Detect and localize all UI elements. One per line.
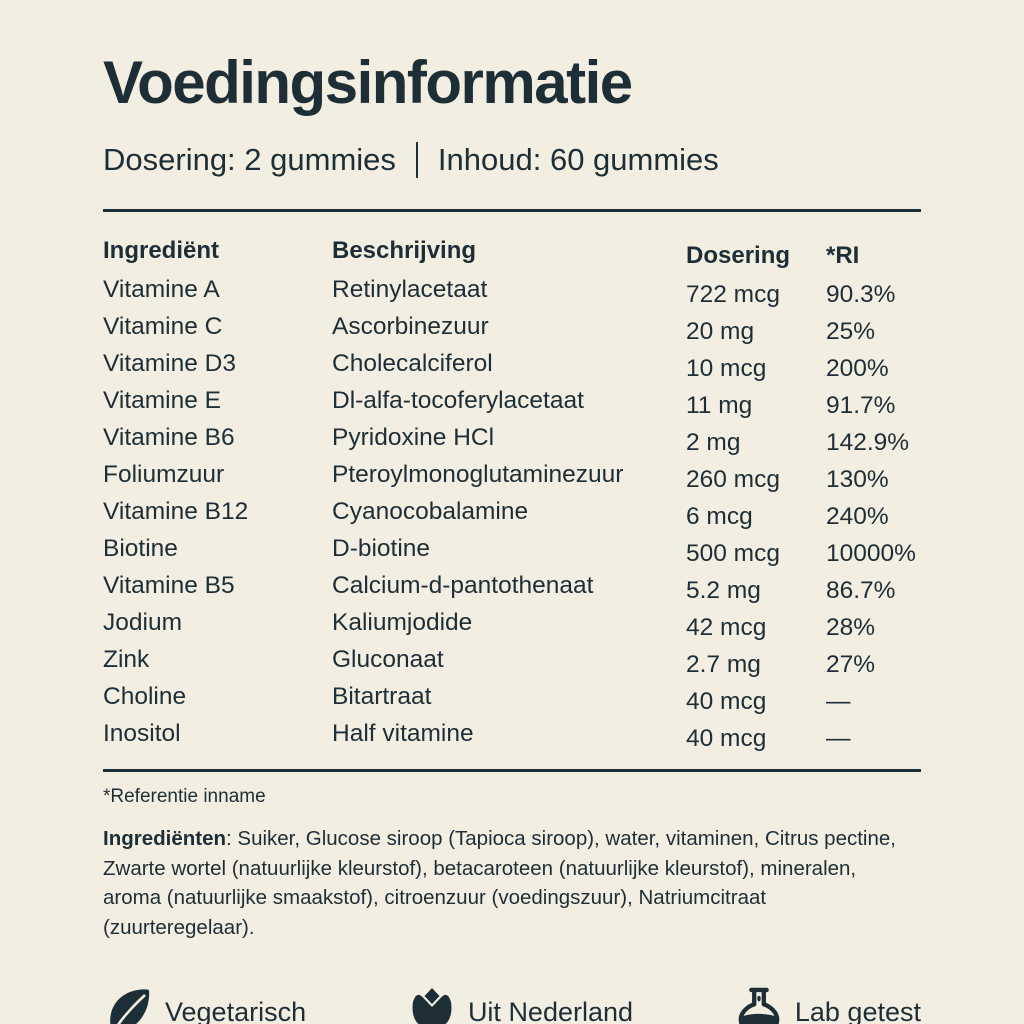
leaf-icon <box>103 984 155 1024</box>
contents-text: Inhoud: 60 gummies <box>437 142 719 177</box>
column-header-description: Beschrijving <box>332 237 477 264</box>
cell-description: Ascorbinezuur <box>332 312 489 340</box>
dosage-text: Dosering: 2 gummies <box>103 142 396 177</box>
cell-dose: 2 mg <box>686 428 741 456</box>
badge-from-netherlands: Uit Nederland <box>406 984 633 1024</box>
cell-ingredient: Vitamine B6 <box>103 423 235 451</box>
table-row: Choline Bitartraat 40 mcg — <box>103 678 921 715</box>
cell-dose: 40 mcg <box>686 724 767 752</box>
cell-description: Bitartraat <box>332 682 432 710</box>
cell-description: D-biotine <box>332 534 431 562</box>
cell-ingredient: Biotine <box>103 534 178 562</box>
cell-ri: 25% <box>826 317 876 345</box>
cell-ingredient: Vitamine D3 <box>103 349 237 377</box>
cell-ri: — <box>826 724 851 752</box>
nutrition-table: Ingrediënt Beschrijving Dosering *RI Vit… <box>103 231 921 752</box>
badges-row: Vegetarisch Uit Nederland <box>103 984 921 1024</box>
cell-dose: 11 mg <box>686 391 753 419</box>
cell-ingredient: Zink <box>103 645 150 673</box>
cell-description: Dl-alfa-tocoferylacetaat <box>332 386 584 414</box>
cell-ingredient: Vitamine B12 <box>103 497 249 525</box>
cell-description: Retinylacetaat <box>332 275 488 303</box>
column-header-dose: Dosering <box>686 242 791 269</box>
badge-label: Lab getest <box>794 997 921 1024</box>
cell-ri: 142.9% <box>826 428 910 456</box>
ingredients-label: Ingrediënten <box>103 827 227 850</box>
cell-ingredient: Vitamine A <box>103 275 220 303</box>
flask-icon <box>733 984 785 1024</box>
cell-ri: 28% <box>826 613 876 641</box>
reference-footnote: *Referentie inname <box>103 786 266 807</box>
cell-ri: 91.7% <box>826 391 896 419</box>
cell-ingredient: Choline <box>103 682 187 710</box>
cell-dose: 2.7 mg <box>686 650 761 678</box>
cell-dose: 20 mg <box>686 317 755 345</box>
table-header-row: Ingrediënt Beschrijving Dosering *RI <box>103 231 921 271</box>
cell-ri: 86.7% <box>826 576 896 604</box>
cell-ri: 240% <box>826 502 889 530</box>
vertical-divider <box>415 142 418 178</box>
cell-description: Cyanocobalamine <box>332 497 529 525</box>
table-row: Zink Gluconaat 2.7 mg 27% <box>103 641 921 678</box>
nutrition-label: Voedingsinformatie Dosering: 2 gummies I… <box>0 46 1024 1024</box>
table-row: Vitamine B5 Calcium-d-pantothenaat 5.2 m… <box>103 567 921 604</box>
cell-dose: 722 mcg <box>686 280 780 308</box>
badge-vegetarian: Vegetarisch <box>103 984 306 1024</box>
cell-ri: 130% <box>826 465 889 493</box>
table-row: Vitamine A Retinylacetaat 722 mcg 90.3% <box>103 271 921 308</box>
table-row: Vitamine B12 Cyanocobalamine 6 mcg 240% <box>103 493 921 530</box>
cell-description: Half vitamine <box>332 719 474 747</box>
tulip-icon <box>406 984 458 1024</box>
top-divider <box>103 209 921 212</box>
cell-dose: 40 mcg <box>686 687 767 715</box>
cell-ri: — <box>826 687 851 715</box>
cell-dose: 42 mcg <box>686 613 767 641</box>
cell-dose: 6 mcg <box>686 502 753 530</box>
page-title: Voedingsinformatie <box>103 49 633 116</box>
cell-description: Kaliumjodide <box>332 608 473 636</box>
ingredients-paragraph: Ingrediënten: Suiker, Glucose siroop (Ta… <box>103 824 915 942</box>
cell-ri: 200% <box>826 354 889 382</box>
cell-ingredient: Vitamine B5 <box>103 571 235 599</box>
cell-description: Pteroylmonoglutaminezuur <box>332 460 624 488</box>
cell-ingredient: Foliumzuur <box>103 460 225 488</box>
cell-dose: 10 mcg <box>686 354 767 382</box>
cell-dose: 5.2 mg <box>686 576 761 604</box>
table-row: Biotine D-biotine 500 mcg 10000% <box>103 530 921 567</box>
cell-ingredient: Vitamine C <box>103 312 223 340</box>
cell-dose: 500 mcg <box>686 539 780 567</box>
cell-description: Cholecalciferol <box>332 349 493 377</box>
dosage-line: Dosering: 2 gummies Inhoud: 60 gummies <box>103 140 921 180</box>
cell-ingredient: Vitamine E <box>103 386 222 414</box>
cell-ri: 10000% <box>826 539 916 567</box>
cell-description: Calcium-d-pantothenaat <box>332 571 594 599</box>
table-row: Vitamine B6 Pyridoxine HCl 2 mg 142.9% <box>103 419 921 456</box>
table-row: Vitamine E Dl-alfa-tocoferylacetaat 11 m… <box>103 382 921 419</box>
column-header-ri: *RI <box>826 242 860 269</box>
cell-dose: 260 mcg <box>686 465 780 493</box>
table-row: Vitamine C Ascorbinezuur 20 mg 25% <box>103 308 921 345</box>
cell-ri: 90.3% <box>826 280 896 308</box>
table-row: Inositol Half vitamine 40 mcg — <box>103 715 921 752</box>
badge-lab-tested: Lab getest <box>733 984 921 1024</box>
badge-label: Uit Nederland <box>467 997 634 1024</box>
cell-ri: 27% <box>826 650 876 678</box>
table-row: Foliumzuur Pteroylmonoglutaminezuur 260 … <box>103 456 921 493</box>
cell-ingredient: Jodium <box>103 608 182 636</box>
table-row: Jodium Kaliumjodide 42 mcg 28% <box>103 604 921 641</box>
cell-ingredient: Inositol <box>103 719 181 747</box>
column-header-ingredient: Ingrediënt <box>103 237 220 264</box>
badge-label: Vegetarisch <box>165 997 307 1024</box>
cell-description: Pyridoxine HCl <box>332 423 495 451</box>
table-body: Vitamine A Retinylacetaat 722 mcg 90.3% … <box>103 271 921 752</box>
cell-description: Gluconaat <box>332 645 444 673</box>
table-row: Vitamine D3 Cholecalciferol 10 mcg 200% <box>103 345 921 382</box>
bottom-divider <box>103 769 921 772</box>
ingredients-text: : Suiker, Glucose siroop (Tapioca siroop… <box>103 827 896 939</box>
